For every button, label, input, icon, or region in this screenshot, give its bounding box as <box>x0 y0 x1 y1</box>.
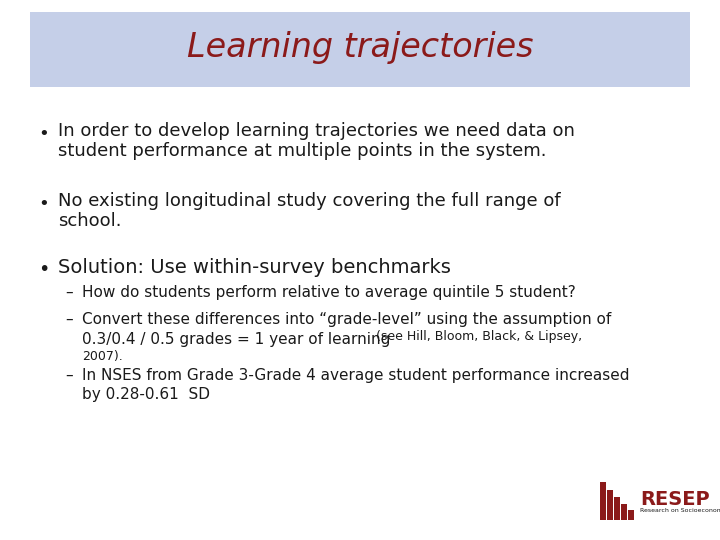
Text: •: • <box>38 125 49 143</box>
Text: How do students perform relative to average quintile 5 student?: How do students perform relative to aver… <box>82 285 576 300</box>
Text: Research on Socioeconomic Policy: Research on Socioeconomic Policy <box>640 508 720 513</box>
Text: •: • <box>38 195 49 213</box>
Text: –: – <box>65 285 73 300</box>
Text: 0.3/0.4 / 0.5 grades = 1 year of learning: 0.3/0.4 / 0.5 grades = 1 year of learnin… <box>82 332 390 347</box>
FancyBboxPatch shape <box>600 482 606 520</box>
Text: Solution: Use within-survey benchmarks: Solution: Use within-survey benchmarks <box>58 258 451 277</box>
Text: RESEP: RESEP <box>640 490 710 509</box>
FancyBboxPatch shape <box>30 12 690 87</box>
Text: No existing longitudinal study covering the full range of: No existing longitudinal study covering … <box>58 192 561 210</box>
Text: •: • <box>38 260 50 279</box>
Text: In NSES from Grade 3-Grade 4 average student performance increased: In NSES from Grade 3-Grade 4 average stu… <box>82 368 629 383</box>
Text: –: – <box>65 368 73 383</box>
Text: –: – <box>65 312 73 327</box>
Text: by 0.28-0.61  SD: by 0.28-0.61 SD <box>82 387 210 402</box>
Text: Learning trajectories: Learning trajectories <box>186 31 534 64</box>
Text: Convert these differences into “grade-level” using the assumption of: Convert these differences into “grade-le… <box>82 312 611 327</box>
FancyBboxPatch shape <box>614 497 620 520</box>
Text: school.: school. <box>58 212 122 230</box>
FancyBboxPatch shape <box>628 510 634 520</box>
FancyBboxPatch shape <box>621 504 627 520</box>
Text: 2007).: 2007). <box>82 350 122 363</box>
FancyBboxPatch shape <box>607 490 613 520</box>
Text: (see Hill, Bloom, Black, & Lipsey,: (see Hill, Bloom, Black, & Lipsey, <box>372 330 582 343</box>
Text: In order to develop learning trajectories we need data on: In order to develop learning trajectorie… <box>58 122 575 140</box>
Text: student performance at multiple points in the system.: student performance at multiple points i… <box>58 142 546 160</box>
